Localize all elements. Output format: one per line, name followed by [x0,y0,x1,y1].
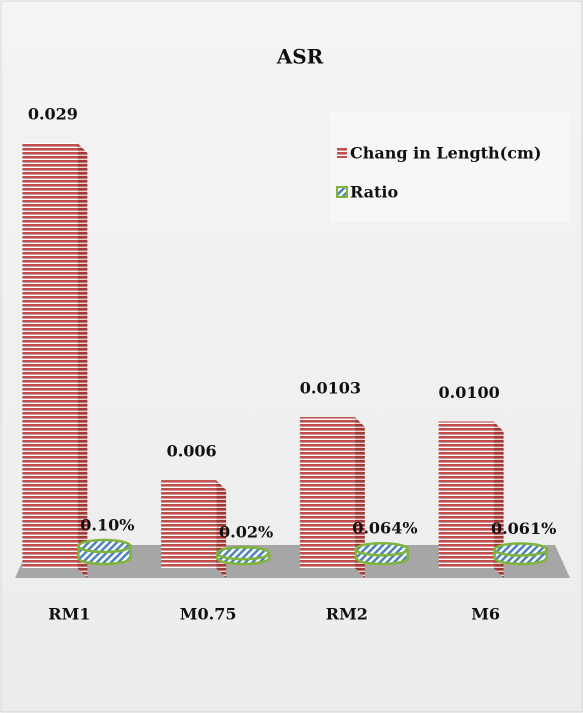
data-label: 0.0100 [439,383,500,402]
data-label: 0.029 [28,105,78,124]
bar [22,143,88,578]
data-label: 0.006 [167,442,217,461]
floor [15,545,570,578]
data-label: 0.02% [219,523,273,542]
x-tick-label: RM1 [48,605,90,624]
x-tick-label: M0.75 [180,605,237,624]
ratio-disc [493,542,548,566]
bar [299,417,365,578]
legend-label: Ratio [350,183,399,202]
data-label: 0.10% [80,516,134,535]
ratio-disc [77,538,132,566]
ratio-disc [354,541,410,566]
bar [161,480,227,578]
legend-marker [337,148,347,158]
x-tick-label: M6 [471,605,500,624]
ratio-disc [215,545,271,566]
legend-box [330,112,570,222]
data-label: 0.061% [491,519,556,538]
legend-marker [336,186,348,198]
legend-label: Chang in Length(cm) [350,144,542,163]
chart-title: ASR [276,45,324,69]
data-label: 0.064% [352,519,417,538]
bar [438,421,504,578]
x-tick-label: RM2 [326,605,368,624]
data-label: 0.0103 [300,379,361,398]
